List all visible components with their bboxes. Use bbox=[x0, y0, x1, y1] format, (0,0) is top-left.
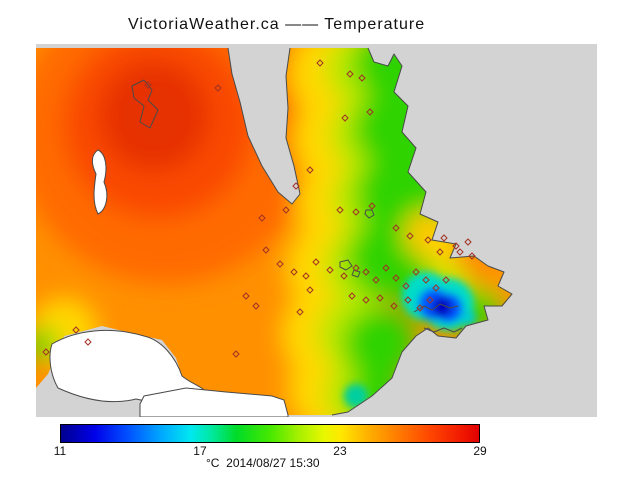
station-marker bbox=[432, 284, 440, 292]
station-marker bbox=[452, 242, 460, 250]
station-marker bbox=[144, 81, 152, 89]
station-marker bbox=[340, 272, 348, 280]
station-marker bbox=[326, 266, 334, 274]
station-marker bbox=[402, 282, 410, 290]
station-marker bbox=[276, 260, 284, 268]
colorbar-ticks: 11 17 23 29 bbox=[54, 444, 487, 458]
station-marker bbox=[422, 276, 430, 284]
station-marker bbox=[296, 308, 304, 316]
coastline bbox=[131, 79, 159, 129]
station-marker bbox=[290, 268, 298, 276]
station-marker bbox=[302, 272, 310, 280]
unit-label: °C bbox=[206, 456, 220, 470]
station-marker bbox=[84, 338, 92, 346]
station-marker bbox=[312, 258, 320, 266]
colorbar: 11 17 23 29 °C 2014/08/27 15:30 bbox=[54, 424, 487, 474]
station-marker bbox=[262, 246, 270, 254]
station-marker bbox=[306, 286, 314, 294]
colorbar-tick-label: 23 bbox=[333, 444, 347, 458]
station-marker bbox=[336, 206, 344, 214]
station-marker bbox=[392, 274, 400, 282]
station-marker bbox=[390, 302, 398, 310]
station-marker bbox=[412, 268, 420, 276]
colorbar-tick-label: 11 bbox=[53, 444, 67, 458]
colorbar-tick-label: 17 bbox=[193, 444, 207, 458]
colorbar-caption: °C 2014/08/27 15:30 bbox=[206, 456, 320, 470]
page-title: VictoriaWeather.ca —— Temperature bbox=[128, 16, 426, 33]
coastline bbox=[227, 47, 301, 205]
station-marker bbox=[464, 238, 472, 246]
station-marker bbox=[382, 264, 390, 272]
station-marker bbox=[242, 292, 250, 300]
colorbar-tick-label: 29 bbox=[473, 444, 487, 458]
station-marker bbox=[232, 350, 240, 358]
coastline bbox=[331, 47, 513, 416]
station-marker bbox=[368, 202, 376, 210]
station-marker bbox=[366, 108, 374, 116]
station-marker bbox=[346, 70, 354, 78]
station-marker bbox=[456, 248, 464, 256]
station-marker bbox=[372, 276, 380, 284]
temperature-map bbox=[36, 44, 597, 417]
land-shape bbox=[91, 149, 108, 215]
station-marker bbox=[358, 74, 366, 82]
station-marker bbox=[442, 276, 450, 284]
colorbar-gradient bbox=[60, 424, 480, 443]
station-marker bbox=[282, 206, 290, 214]
station-marker bbox=[306, 166, 314, 174]
station-marker bbox=[316, 59, 324, 67]
land-shape bbox=[139, 387, 289, 417]
station-markers bbox=[42, 59, 476, 358]
station-marker bbox=[348, 292, 356, 300]
station-marker bbox=[362, 268, 370, 276]
coastline bbox=[364, 209, 375, 219]
station-marker bbox=[424, 236, 432, 244]
station-marker bbox=[258, 214, 266, 222]
station-marker bbox=[440, 234, 448, 242]
station-marker bbox=[292, 182, 300, 190]
station-marker bbox=[72, 326, 80, 334]
station-marker bbox=[252, 302, 260, 310]
station-marker bbox=[214, 84, 222, 92]
station-marker bbox=[42, 348, 50, 356]
map-svg bbox=[36, 44, 597, 417]
station-marker bbox=[416, 304, 424, 312]
timestamp: 2014/08/27 15:30 bbox=[226, 456, 320, 470]
station-marker bbox=[362, 296, 370, 304]
station-marker bbox=[352, 208, 360, 216]
station-marker bbox=[352, 264, 360, 272]
station-marker bbox=[468, 252, 476, 260]
coastline bbox=[423, 327, 463, 333]
station-marker bbox=[436, 248, 444, 256]
station-marker bbox=[404, 296, 412, 304]
coastline bbox=[339, 259, 353, 271]
station-marker bbox=[341, 114, 349, 122]
station-marker bbox=[426, 296, 434, 304]
coastline bbox=[351, 269, 361, 278]
station-marker bbox=[392, 224, 400, 232]
station-marker bbox=[376, 294, 384, 302]
temperature-field-detail bbox=[344, 272, 476, 408]
station-marker bbox=[406, 232, 414, 240]
